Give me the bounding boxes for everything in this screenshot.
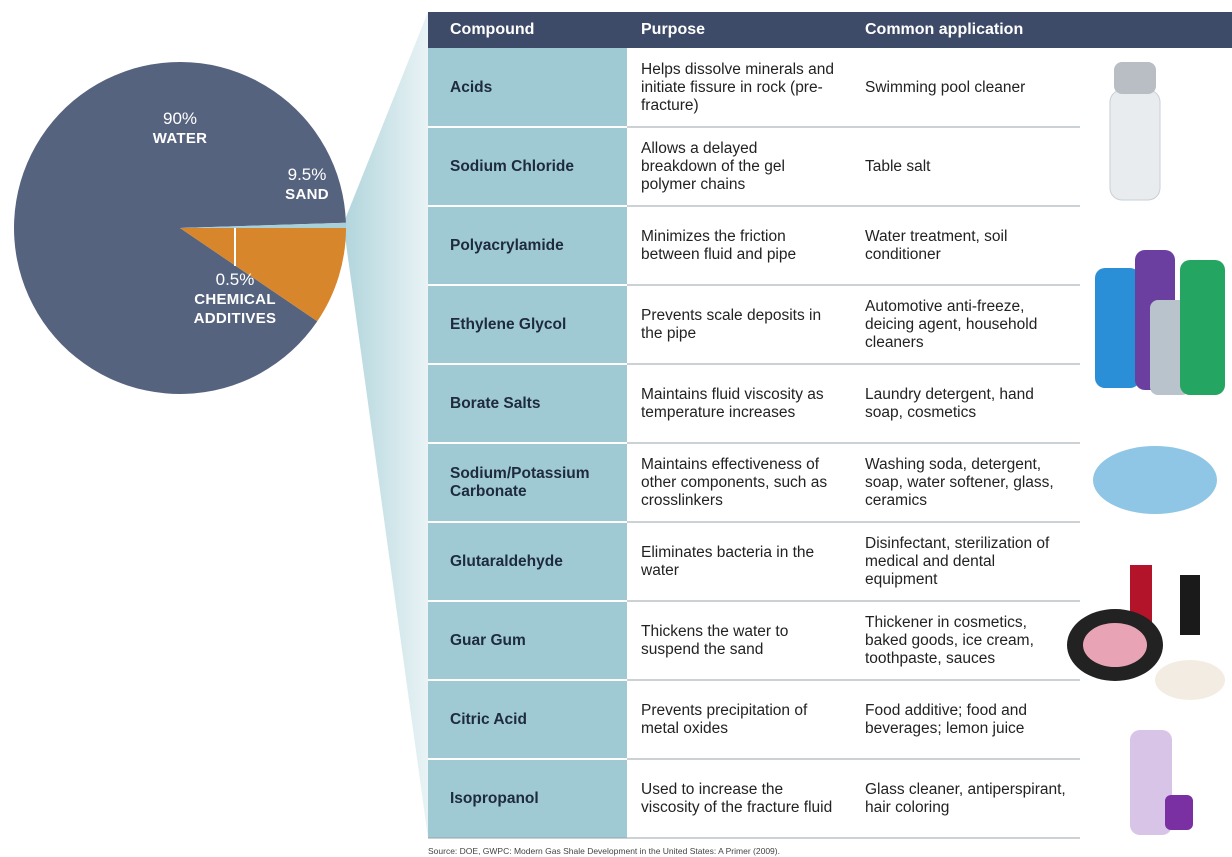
purpose-cell: Used to increase the viscosity of the fr… xyxy=(641,780,833,816)
compound-cell: Glutaraldehyde xyxy=(450,552,563,570)
compound-cell: Isopropanol xyxy=(450,789,539,807)
header-cell: Purpose xyxy=(641,21,706,38)
application-cell: Disinfectant, sterilization of medical a… xyxy=(865,534,1050,588)
slice-name: SAND xyxy=(285,186,329,203)
application-cell: Automotive anti-freeze, deicing agent, h… xyxy=(865,297,1038,351)
compound-cell: Sodium Chloride xyxy=(450,157,574,175)
pie xyxy=(14,61,346,394)
slice-name: CHEMICAL ADDITIVES xyxy=(193,291,277,327)
purpose-cell: Prevents scale deposits in the pipe xyxy=(641,306,822,342)
slice-label: 9.5% SAND xyxy=(252,164,362,204)
compound-cell: Polyacrylamide xyxy=(450,236,564,254)
slice-label: 90% WATER xyxy=(110,108,250,148)
purpose-cell: Minimizes the friction between fluid and… xyxy=(641,227,797,263)
slice-value: 9.5% xyxy=(287,165,327,184)
purpose-cell: Helps dissolve minerals and initiate fis… xyxy=(641,60,834,114)
pie-slice xyxy=(180,228,346,322)
purpose-cell: Eliminates bacteria in the water xyxy=(641,543,815,579)
zoom-fan xyxy=(344,12,428,838)
application-cell: Thickener in cosmetics, baked goods, ice… xyxy=(865,613,1034,667)
application-cell: Glass cleaner, antiperspirant, hair colo… xyxy=(865,780,1066,816)
slice-value: 0.5% xyxy=(215,270,255,289)
header-cell: Compound xyxy=(450,21,535,38)
application-cell: Laundry detergent, hand soap, cosmetics xyxy=(865,385,1034,421)
application-cell: Table salt xyxy=(865,157,931,175)
source-note: Source: DOE, GWPC: Modern Gas Shale Deve… xyxy=(428,846,780,856)
pie-slice xyxy=(180,222,346,228)
compound-cell: Acids xyxy=(450,78,493,96)
compound-cell: Borate Salts xyxy=(450,394,541,412)
purpose-cell: Maintains effectiveness of other compone… xyxy=(641,455,828,509)
product-images xyxy=(1067,62,1225,835)
table-bg xyxy=(428,12,1232,839)
purpose-cell: Prevents precipitation of metal oxides xyxy=(641,701,808,737)
header-cell: Common application xyxy=(865,21,1024,38)
compound-cell: Sodium/Potassium Carbonate xyxy=(450,464,590,500)
header-bg xyxy=(428,12,1232,48)
purpose-cell: Thickens the water to suspend the sand xyxy=(641,622,789,658)
compound-cell: Ethylene Glycol xyxy=(450,315,567,333)
application-cell: Water treatment, soil conditioner xyxy=(865,227,1008,263)
slice-value: 90% xyxy=(162,109,198,128)
application-cell: Washing soda, detergent, soap, water sof… xyxy=(865,455,1054,509)
slice-name: WATER xyxy=(152,130,208,147)
purpose-cell: Allows a delayed breakdown of the gel po… xyxy=(641,139,785,193)
purpose-cell: Maintains fluid viscosity as temperature… xyxy=(641,385,824,421)
compound-cell: Guar Gum xyxy=(450,631,526,649)
application-cell: Food additive; food and beverages; lemon… xyxy=(865,701,1028,737)
compound-cell: Citric Acid xyxy=(450,710,527,728)
application-cell: Swimming pool cleaner xyxy=(865,78,1026,96)
pie-slice xyxy=(14,61,346,394)
slice-label: 0.5% CHEMICAL ADDITIVES xyxy=(155,269,315,328)
